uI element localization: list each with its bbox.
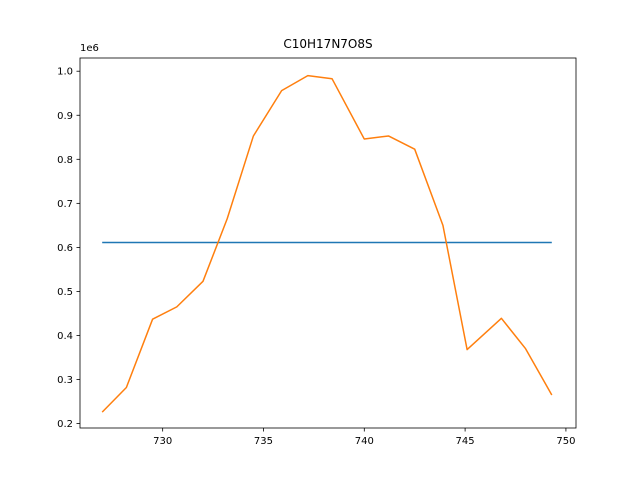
y-tick-label: 0.6: [57, 243, 73, 254]
x-tick-label: 750: [556, 436, 575, 447]
x-tick-label: 735: [254, 436, 273, 447]
y-offset-label: 1e6: [80, 43, 99, 54]
x-tick-label: 745: [456, 436, 475, 447]
axes-frame: [79, 57, 577, 429]
chart-title: C10H17N7O8S: [283, 37, 372, 51]
y-tick-label: 0.8: [57, 155, 73, 166]
y-tick-label: 0.4: [57, 331, 73, 342]
y-tick-label: 0.2: [57, 419, 73, 430]
x-tick-label: 730: [153, 436, 172, 447]
y-tick-label: 0.3: [57, 375, 73, 386]
y-tick-label: 1.0: [57, 67, 73, 78]
y-axis-ticks: 0.2 0.3 0.4 0.5 0.6 0.7 0.8 0.9 1.0: [57, 67, 80, 430]
y-tick-label: 0.9: [57, 111, 73, 122]
x-tick-label: 740: [355, 436, 374, 447]
plot-lines: [101, 74, 553, 413]
y-tick-label: 0.7: [57, 199, 73, 210]
x-axis-ticks: 730 735 740 745 750: [153, 428, 575, 447]
y-tick-label: 0.5: [57, 287, 73, 298]
series-line-2: [101, 74, 553, 413]
